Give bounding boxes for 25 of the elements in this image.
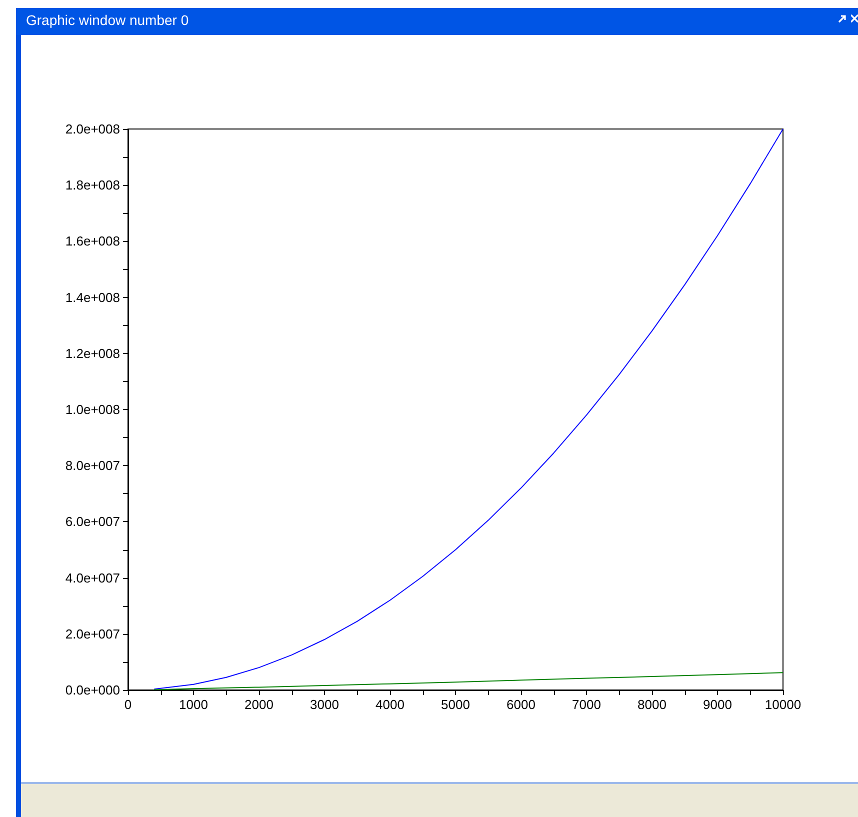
chart-title: Graphic window number 0 <box>26 11 189 30</box>
x-tick-label: 10000 <box>764 697 802 712</box>
x-tick-label: 9000 <box>703 697 732 712</box>
y-tick-label: 6.0e+007 <box>65 514 120 530</box>
y-tick-label: 8.0e+007 <box>65 458 120 474</box>
y-tick-label: 1.6e+008 <box>65 234 120 249</box>
y-tick-label: 1.4e+008 <box>65 290 120 305</box>
x-tick-label: 5000 <box>441 697 470 712</box>
x-tick-label: 1000 <box>179 697 208 712</box>
y-tick-label: 1.2e+008 <box>65 346 120 361</box>
x-tick-label: 8000 <box>638 697 666 712</box>
x-tick-label: 0 <box>124 697 132 712</box>
x-tick-label: 4000 <box>376 697 404 712</box>
x-tick-label: 7000 <box>572 697 601 712</box>
x-tick-label: 2000 <box>244 697 274 712</box>
x-tick-label: 3000 <box>310 697 339 712</box>
y-tick-label: 1.8e+008 <box>65 178 120 193</box>
line-series <box>154 672 784 690</box>
y-tick-label: 4.0e+007 <box>65 570 120 586</box>
y-tick-label: 2.0e+008 <box>65 122 120 136</box>
line-series <box>154 128 784 690</box>
x-tick-label: 6000 <box>506 697 536 712</box>
y-tick-label: 1.0e+008 <box>65 402 120 417</box>
y-tick-label: 0.0e+000 <box>65 682 120 698</box>
y-tick-label: 2.0e+007 <box>65 626 120 642</box>
